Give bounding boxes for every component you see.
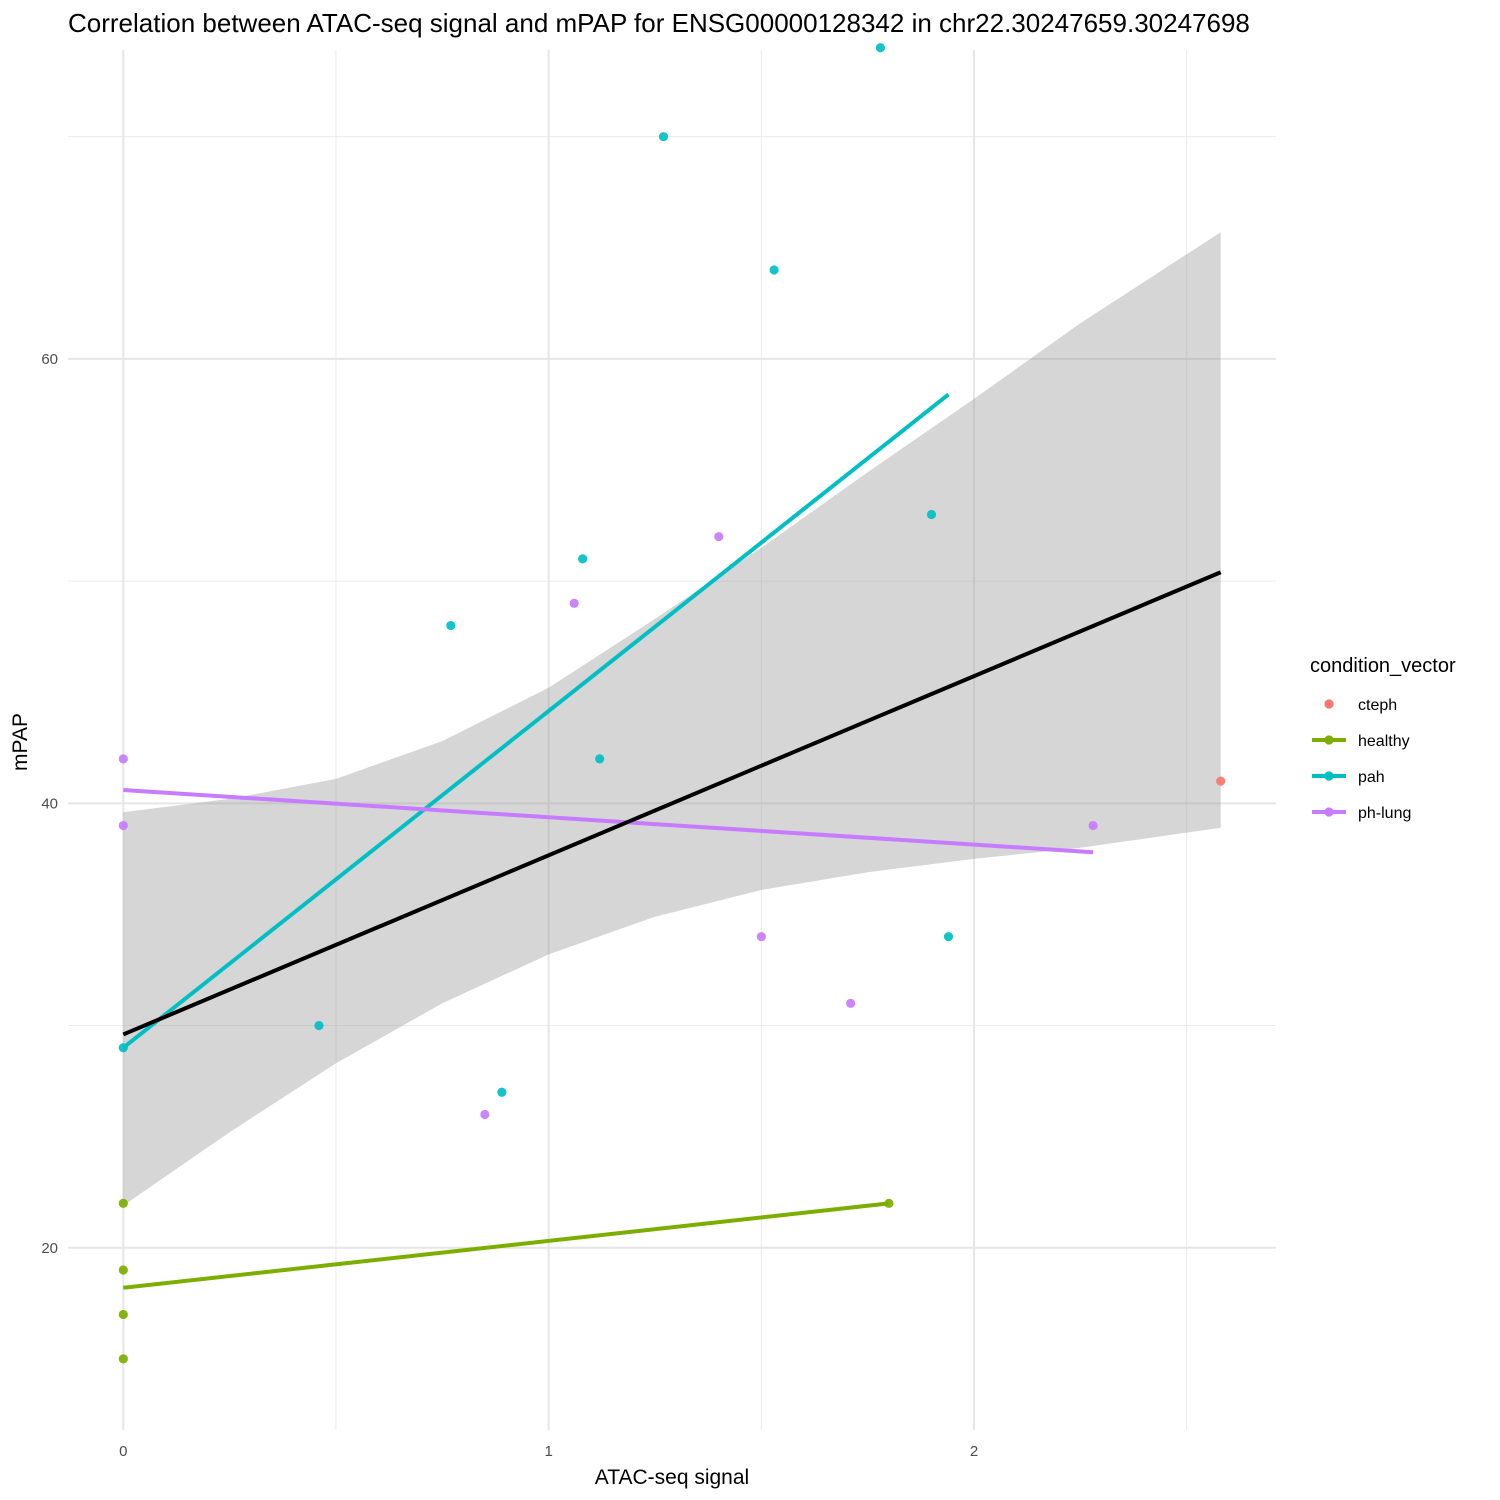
legend-entry-pah: pah xyxy=(1312,769,1385,786)
legend-key-point-cteph xyxy=(1324,699,1334,709)
point-pah-0 xyxy=(875,43,886,53)
y-tick-labels: 20 40 60 xyxy=(41,351,58,1257)
major-gridlines xyxy=(68,50,1276,1430)
point-pah-6 xyxy=(595,754,605,764)
y-tick-label-1: 40 xyxy=(41,795,58,812)
point-healthy-0 xyxy=(118,1198,128,1208)
point-healthy-2 xyxy=(118,1309,128,1320)
legend-title: condition_vector xyxy=(1310,655,1456,677)
minor-gridlines xyxy=(68,50,1276,1430)
point-ph-lung-0 xyxy=(714,532,724,542)
point-healthy-4 xyxy=(884,1198,894,1208)
point-pah-1 xyxy=(658,132,669,142)
legend-label-pah: pah xyxy=(1358,769,1385,786)
point-ph-lung-4 xyxy=(1088,820,1098,831)
data-points-layer xyxy=(118,43,1226,1364)
chart-title: Correlation between ATAC-seq signal and … xyxy=(68,8,1250,38)
point-pah-4 xyxy=(578,554,588,564)
x-tick-labels: 0 1 2 xyxy=(119,1443,978,1460)
x-axis-title: ATAC-seq signal xyxy=(595,1466,749,1489)
legend-label-cteph: cteph xyxy=(1358,697,1397,714)
legend-entry-ph-lung: ph-lung xyxy=(1312,805,1411,822)
confidence-band-layer xyxy=(123,232,1221,1206)
legend-entries: cteph healthy pah ph-lung xyxy=(1312,697,1411,822)
fit-lines-layer xyxy=(122,392,1222,1290)
legend-key-point-pah xyxy=(1324,771,1334,781)
legend-label-healthy: healthy xyxy=(1358,733,1410,750)
legend-label-ph-lung: ph-lung xyxy=(1358,805,1411,822)
point-ph-lung-7 xyxy=(480,1109,490,1120)
legend-entry-cteph: cteph xyxy=(1324,697,1397,714)
point-pah-7 xyxy=(943,932,954,942)
point-ph-lung-5 xyxy=(756,932,766,942)
point-pah-5 xyxy=(446,620,456,631)
x-tick-label-2: 2 xyxy=(970,1443,978,1460)
legend-entry-healthy: healthy xyxy=(1312,733,1410,750)
y-axis-title: mPAP xyxy=(9,713,32,771)
point-healthy-1 xyxy=(118,1265,128,1275)
point-pah-3 xyxy=(926,509,937,520)
fit-line-healthy xyxy=(123,1201,890,1290)
y-tick-label-0: 20 xyxy=(41,1240,58,1257)
y-tick-label-2: 60 xyxy=(41,351,58,368)
point-ph-lung-3 xyxy=(118,820,128,831)
point-pah-9 xyxy=(118,1043,128,1053)
fit-line-overall xyxy=(122,570,1222,1037)
fit-line-pah xyxy=(122,392,950,1050)
confidence-band xyxy=(123,232,1221,1206)
point-cteph-0 xyxy=(1216,776,1226,786)
point-pah-10 xyxy=(497,1087,507,1097)
x-tick-label-0: 0 xyxy=(119,1443,127,1460)
point-pah-2 xyxy=(769,265,779,275)
legend-key-point-ph-lung xyxy=(1324,807,1334,817)
point-healthy-3 xyxy=(118,1354,128,1364)
point-pah-8 xyxy=(314,1020,324,1031)
point-ph-lung-2 xyxy=(118,754,128,764)
legend: condition_vector cteph healthy pah ph-lung xyxy=(1310,655,1456,822)
legend-key-point-healthy xyxy=(1324,735,1334,745)
fit-line-ph-lung xyxy=(123,788,1094,855)
point-ph-lung-1 xyxy=(569,598,579,608)
x-tick-label-1: 1 xyxy=(544,1443,552,1460)
point-ph-lung-6 xyxy=(846,998,856,1008)
